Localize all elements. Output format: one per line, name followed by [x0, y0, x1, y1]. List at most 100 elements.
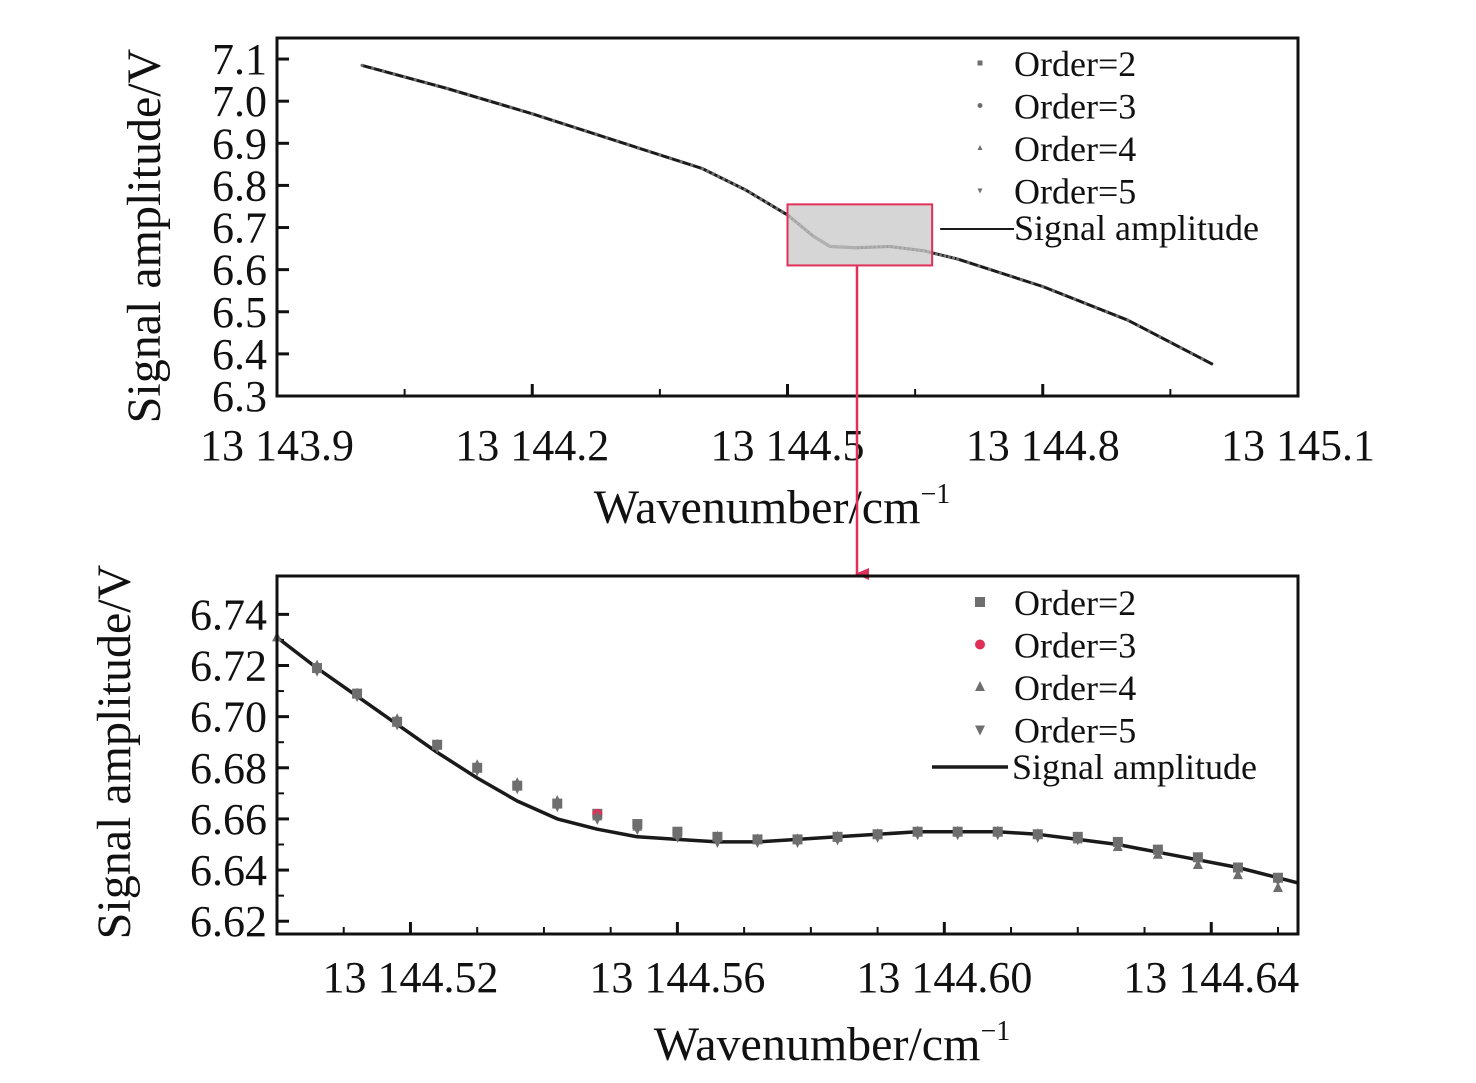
- top-point-marker: [573, 125, 577, 130]
- top-point-marker: [1126, 318, 1130, 322]
- top-legend-marker: [977, 103, 983, 108]
- top-point-marker: [1041, 284, 1045, 289]
- top-point-marker: [1019, 278, 1024, 282]
- bottom-point-order-5: [1152, 848, 1163, 859]
- top-ytick-label: 6.3: [212, 372, 267, 421]
- top-point-marker: [711, 172, 715, 176]
- top-point-marker: [1200, 357, 1204, 361]
- bottom-point-order-5: [872, 832, 883, 843]
- bottom-point-order-5: [952, 830, 963, 841]
- bottom-point-order-5: [992, 830, 1003, 841]
- bottom-ytick-label: 6.72: [190, 642, 267, 691]
- bottom-legend-label: Order=2: [1014, 583, 1136, 623]
- top-point-marker: [605, 136, 609, 140]
- top-point-marker: [456, 90, 460, 94]
- bottom-legend-label: Order=5: [1014, 711, 1136, 751]
- top-point-marker: [668, 156, 673, 160]
- top-point-marker: [727, 180, 731, 184]
- top-point-marker: [371, 66, 375, 70]
- bottom-ticks: 6.626.646.666.686.706.726.74 13 144.52 13 …: [190, 590, 1299, 1002]
- top-ytick-label: 6.4: [212, 330, 267, 379]
- top-point-marker: [520, 109, 524, 113]
- bottom-point-order-5: [512, 784, 523, 795]
- top-point-marker: [413, 78, 417, 82]
- top-point-marker: [764, 200, 768, 204]
- bottom-point-order-5: [1032, 832, 1043, 843]
- bottom-point-order-5: [552, 802, 563, 813]
- top-point-marker: [626, 143, 630, 147]
- top-point-marker: [998, 271, 1002, 275]
- top-point-marker: [551, 119, 556, 123]
- top-point-marker: [732, 182, 736, 186]
- top-plot-area: [360, 63, 1214, 366]
- top-point-marker: [748, 191, 752, 195]
- bottom-point-order-4: [1272, 881, 1283, 892]
- bottom-xlabel-sup: −1: [980, 1016, 1010, 1047]
- top-point-marker: [759, 197, 763, 201]
- top-ytick-label: 6.7: [212, 204, 267, 253]
- top-point-marker: [966, 260, 970, 265]
- top-point-marker: [1168, 340, 1172, 344]
- top-ytick-label: 7.1: [212, 35, 267, 84]
- bottom-xtick-label: 13 144.60: [856, 953, 1032, 1002]
- top-point-marker: [562, 122, 566, 126]
- bottom-legend-marker: [975, 681, 985, 691]
- top-xlabel-sup: −1: [920, 479, 950, 510]
- top-point-marker: [637, 146, 641, 150]
- top-point-marker: [1136, 324, 1141, 328]
- top-point-marker: [934, 252, 938, 256]
- top-point-marker: [956, 257, 960, 261]
- top-ylabel: Signal amplitude/V: [118, 48, 171, 423]
- bottom-point-order-5: [1112, 840, 1123, 851]
- top-ticks: 6.36.46.56.66.76.86.97.07.1 13 143.9 13 14…: [200, 35, 1375, 470]
- top-point-marker: [780, 210, 784, 214]
- top-point-marker: [424, 81, 428, 85]
- top-legend-label: Signal amplitude: [1014, 208, 1259, 248]
- top-point-marker: [594, 132, 598, 136]
- bottom-ytick-label: 6.64: [190, 846, 267, 895]
- top-ytick-label: 6.5: [212, 288, 267, 337]
- bottom-point-order-5: [1272, 876, 1283, 887]
- top-point-marker: [658, 153, 662, 157]
- bottom-point-order-5: [712, 837, 723, 848]
- top-xtick-label: 13 145.1: [1221, 421, 1375, 470]
- bottom-point-order-5: [1072, 835, 1083, 846]
- bottom-signal-line: [275, 636, 1299, 885]
- bottom-point-order-5: [1232, 866, 1243, 877]
- top-point-marker: [947, 255, 951, 259]
- top-point-marker: [615, 139, 619, 143]
- top-xtick-label: 13 144.5: [711, 421, 865, 470]
- top-point-marker: [939, 253, 943, 257]
- top-point-marker: [1190, 351, 1194, 355]
- top-xtick-label: 13 144.8: [966, 421, 1120, 470]
- bottom-ylabel: Signal amplitude/V: [88, 564, 141, 939]
- top-point-marker: [1083, 301, 1087, 305]
- top-y-axis-label: Signal amplitude/V: [118, 48, 171, 423]
- bottom-ytick-label: 6.62: [190, 897, 267, 946]
- bottom-plot-area: [272, 631, 1299, 892]
- bottom-xtick-label: 13 144.56: [589, 953, 765, 1002]
- bottom-legend-marker: [975, 597, 985, 607]
- top-ytick-label: 6.8: [212, 161, 267, 210]
- bottom-legend-label: Signal amplitude: [1012, 747, 1257, 787]
- top-point-marker: [1115, 314, 1119, 318]
- top-point-marker: [392, 72, 396, 76]
- top-point-marker: [977, 264, 981, 268]
- bottom-point-order-5: [472, 766, 483, 777]
- bottom-ytick-label: 6.74: [190, 590, 267, 639]
- top-point-marker: [1094, 305, 1098, 310]
- top-point-marker: [381, 69, 385, 73]
- top-point-marker: [488, 99, 492, 103]
- top-plot-frame: [275, 36, 1300, 398]
- bottom-ytick-label: 6.68: [190, 744, 267, 793]
- bottom-point-order-5: [592, 814, 603, 825]
- top-xlabel: Wavenumber/cm−1: [594, 479, 950, 534]
- top-legend-label: Order=4: [1014, 129, 1136, 169]
- bottom-legend-marker: [975, 639, 985, 650]
- top-point-marker: [1051, 289, 1055, 293]
- bottom-chart: Signal amplitude/V 6.626.646.666.686.706…: [88, 564, 1300, 1071]
- top-xtick-label: 13 144.2: [455, 421, 609, 470]
- top-point-marker: [403, 75, 407, 79]
- top-ytick-label: 6.6: [212, 246, 267, 295]
